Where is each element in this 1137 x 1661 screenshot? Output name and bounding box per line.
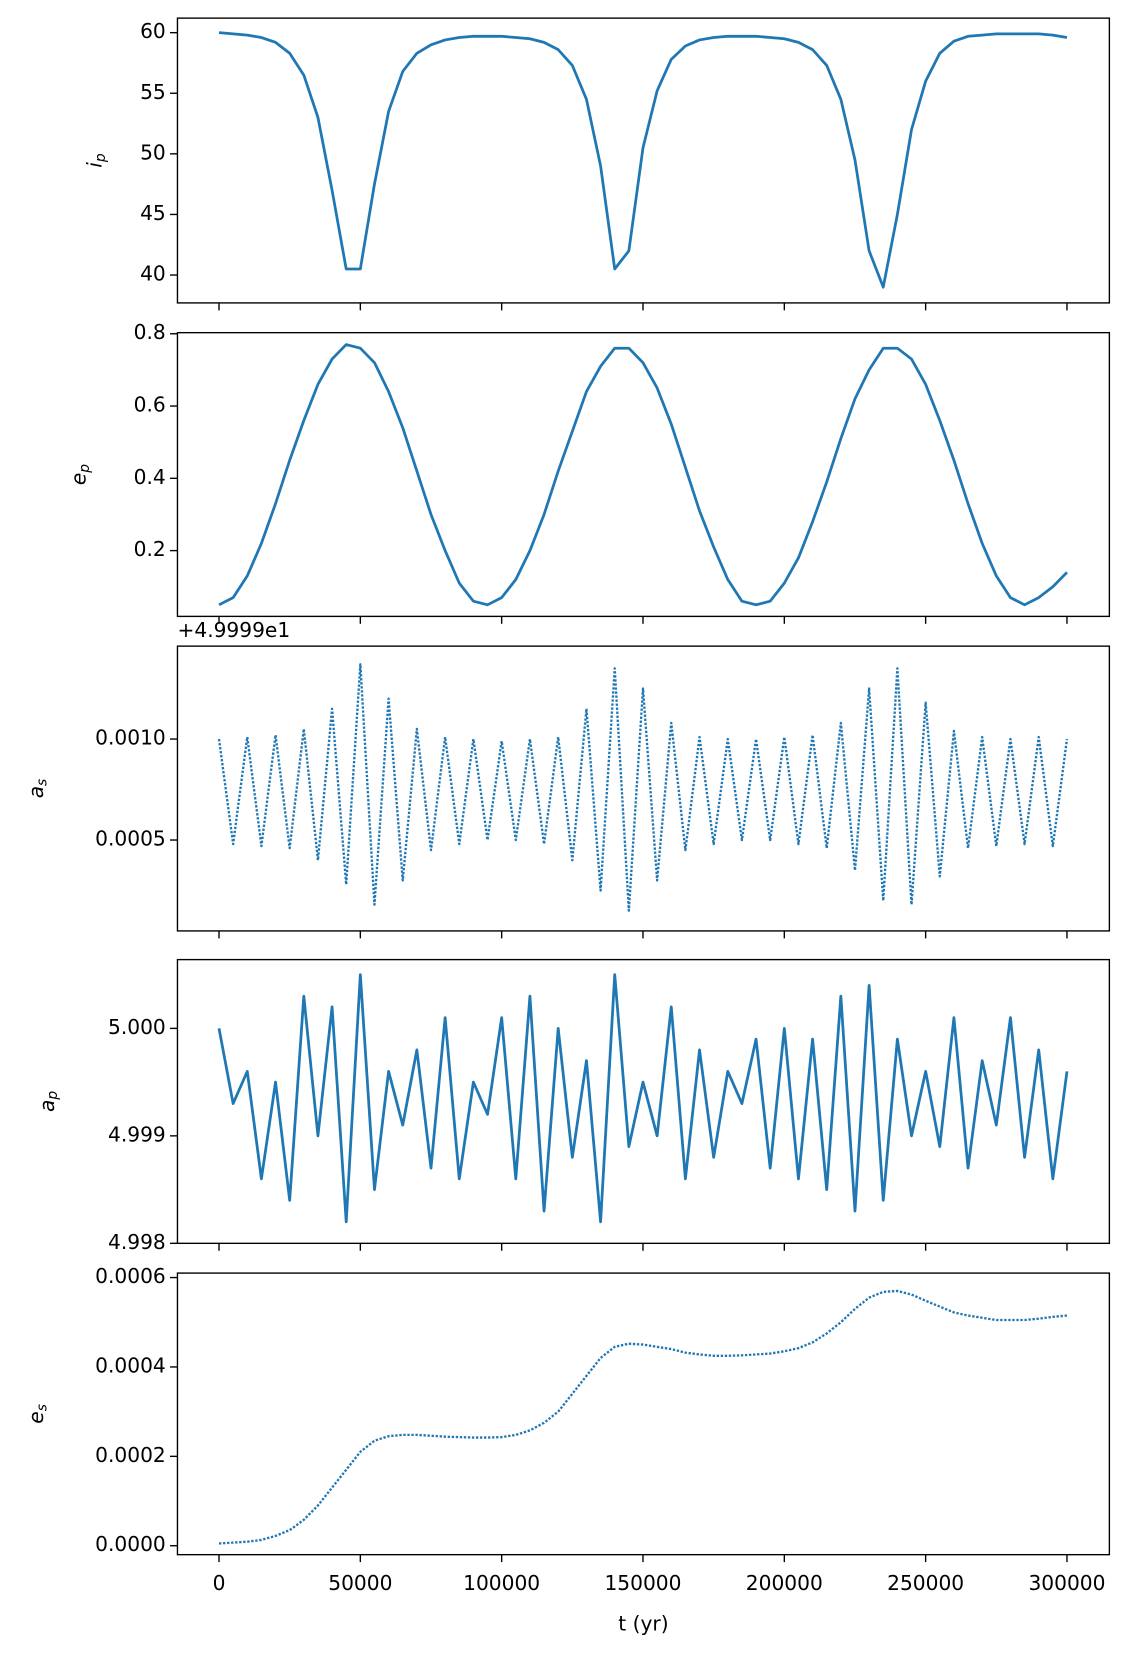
x-tick-label: 250000 xyxy=(887,1571,964,1595)
y-tick-label: 0.0010 xyxy=(95,726,166,750)
series-line xyxy=(217,663,1069,912)
y-label-sub: s xyxy=(35,1404,51,1411)
y-axis-label: as xyxy=(24,779,51,799)
y-tick-label: 0.4 xyxy=(134,465,166,489)
y-tick-label: 0.0005 xyxy=(95,827,166,851)
y-tick-label: 0.6 xyxy=(134,393,166,417)
y-tick-label: 4.999 xyxy=(108,1122,166,1146)
y-label-sub: p xyxy=(45,1091,61,1101)
y-label-sub: p xyxy=(77,464,93,474)
y-tick-label: 0.2 xyxy=(134,537,166,561)
y-tick-label: 0.0006 xyxy=(95,1264,166,1288)
y-label-sub: s xyxy=(35,779,51,786)
x-axis-label: t (yr) xyxy=(618,1611,668,1635)
y-label-main: e xyxy=(24,1411,48,1423)
y-tick-label: 0.0000 xyxy=(95,1532,166,1556)
series-line xyxy=(218,31,1068,289)
y-axis-label: ep xyxy=(66,464,93,485)
y-label-sub: p xyxy=(93,153,109,163)
y-tick-label: 45 xyxy=(140,201,166,225)
y-tick-label: 55 xyxy=(140,80,166,104)
x-tick-label: 300000 xyxy=(1028,1571,1105,1595)
y-tick-label: 50 xyxy=(140,140,166,164)
series-line xyxy=(218,1289,1068,1545)
offset-text: +4.9999e1 xyxy=(177,618,290,642)
y-tick-label: 4.998 xyxy=(108,1230,166,1254)
y-tick-label: 5.000 xyxy=(108,1015,166,1039)
x-tick-label: 0 xyxy=(213,1571,226,1595)
plot-frame xyxy=(176,17,1111,304)
y-tick-label: 60 xyxy=(140,19,166,43)
y-label-main: e xyxy=(66,473,90,485)
plot-frame xyxy=(176,331,1111,618)
plot-frame xyxy=(176,1272,1111,1556)
plot-frame xyxy=(176,958,1111,1245)
plot-frame xyxy=(176,645,1111,932)
series-line xyxy=(217,973,1069,1224)
x-tick-label: 200000 xyxy=(746,1571,823,1595)
y-axis-label: es xyxy=(24,1404,51,1424)
y-tick-label: 0.8 xyxy=(134,320,166,344)
y-label-main: a xyxy=(34,1100,58,1112)
y-axis-label: ip xyxy=(82,153,109,168)
x-tick-label: 50000 xyxy=(328,1571,392,1595)
series-line xyxy=(218,343,1068,607)
y-tick-label: 40 xyxy=(140,262,166,286)
y-label-main: i xyxy=(82,162,106,168)
x-tick-label: 150000 xyxy=(604,1571,681,1595)
y-tick-label: 0.0004 xyxy=(95,1353,166,1377)
y-tick-label: 0.0002 xyxy=(95,1443,166,1467)
y-label-main: a xyxy=(24,786,48,798)
x-tick-label: 100000 xyxy=(463,1571,540,1595)
y-axis-label: ap xyxy=(34,1091,61,1112)
